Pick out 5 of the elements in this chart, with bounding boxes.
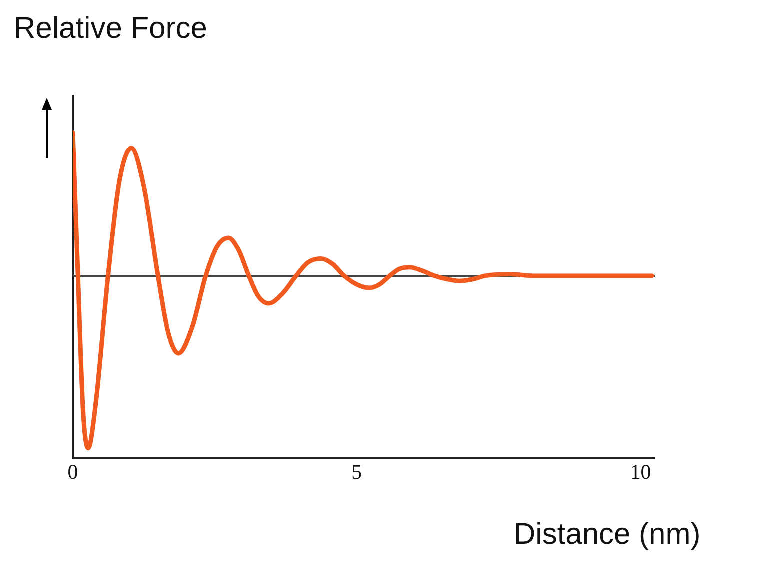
- x-tick-label: 10: [630, 460, 652, 484]
- x-tick-label: 5: [352, 460, 362, 484]
- x-tick-label: 0: [68, 460, 78, 484]
- y-axis-title: Relative Force: [14, 12, 208, 46]
- x-axis-title: Distance (nm): [514, 518, 701, 552]
